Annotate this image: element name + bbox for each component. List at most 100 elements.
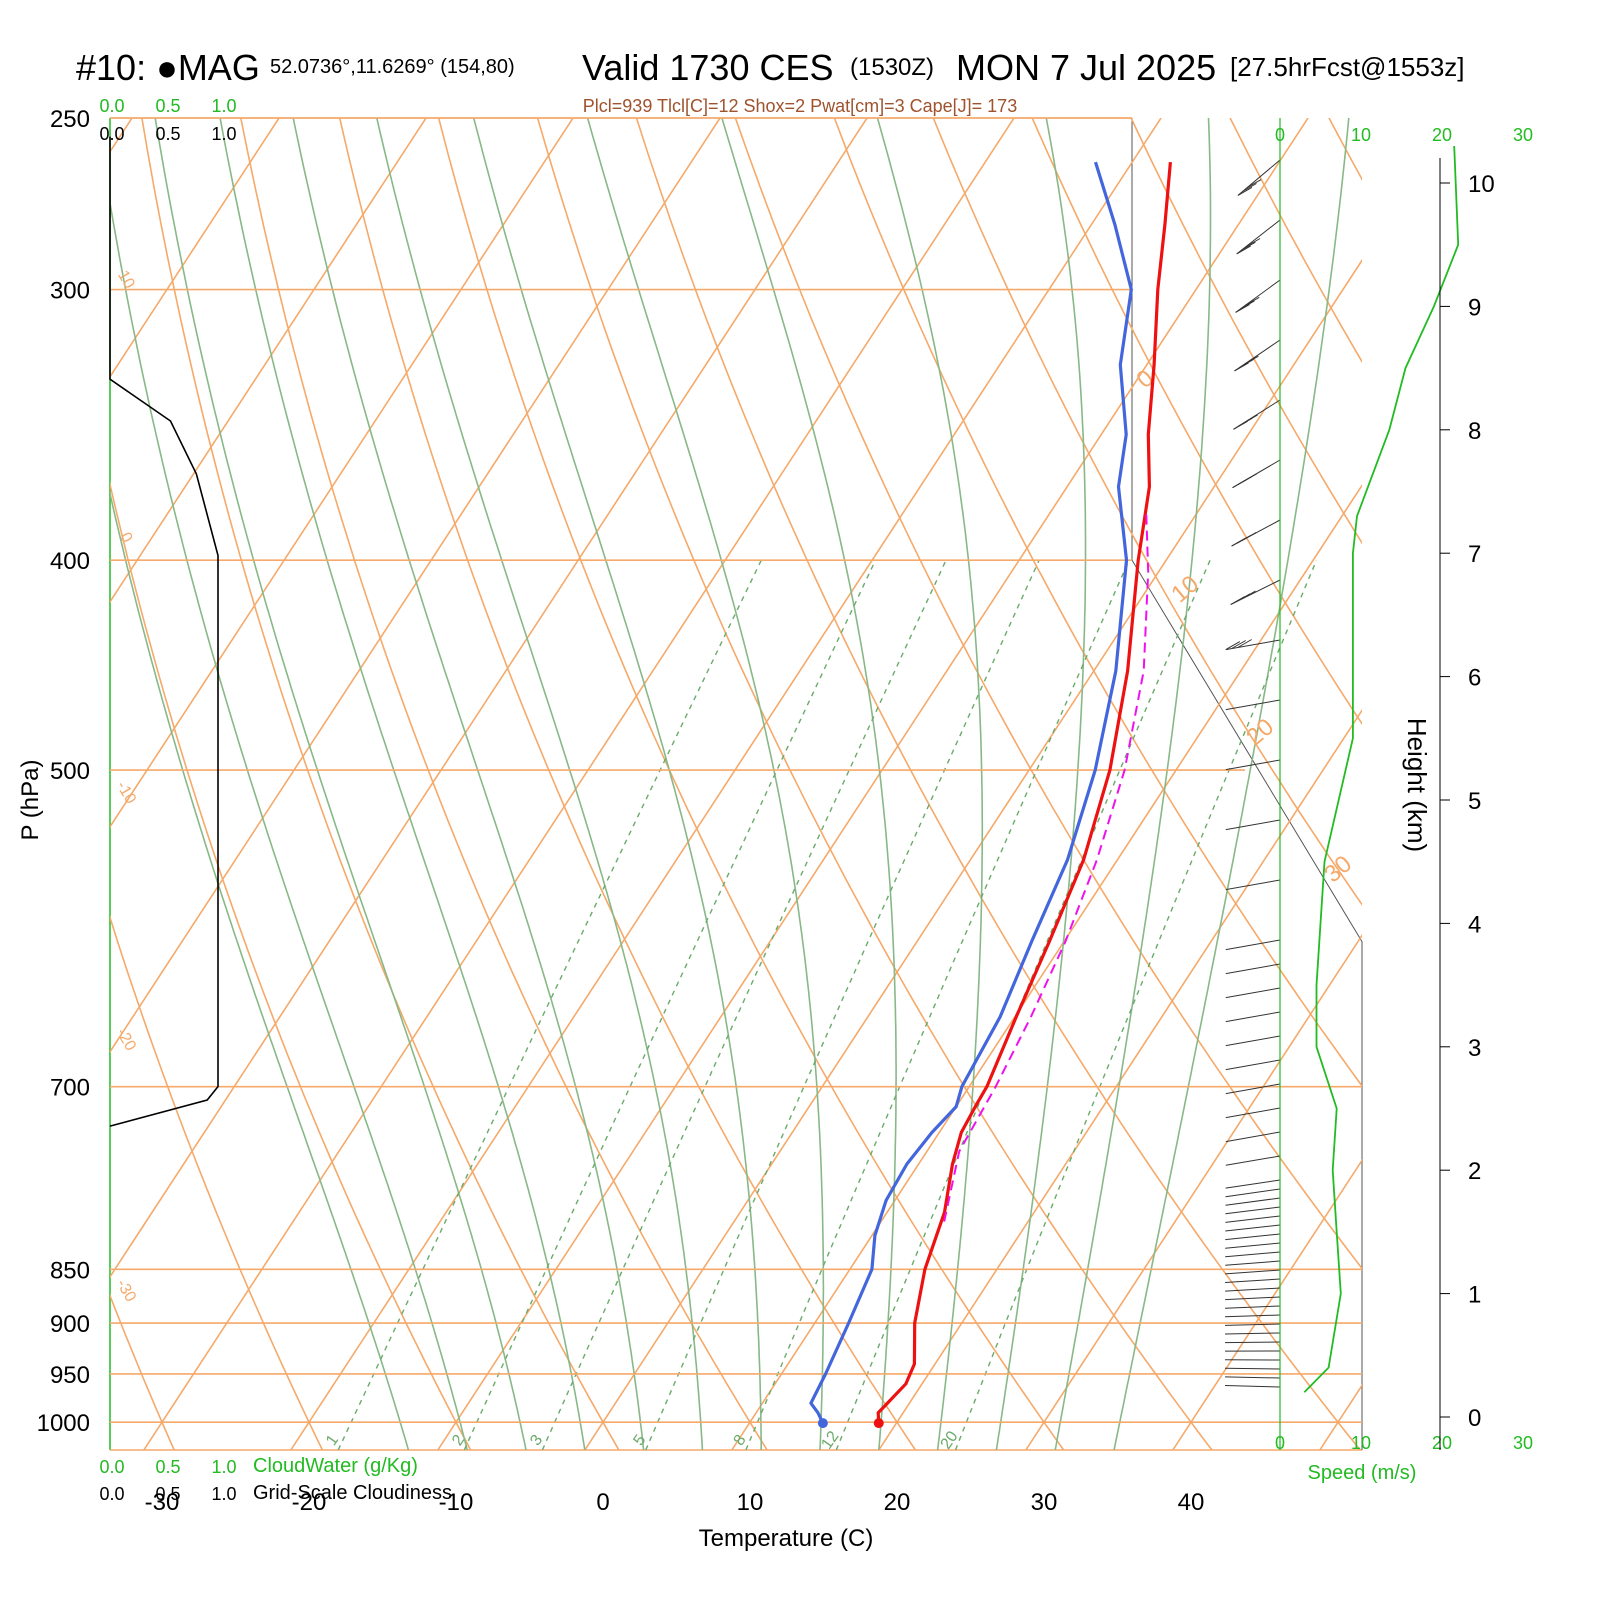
pressure-tick-label: 300 <box>50 278 90 305</box>
temperature-tick-label: -20 <box>292 1489 327 1516</box>
forecast-label: [27.5hrFcst@1553z] <box>1230 52 1465 82</box>
wind-barb-flag <box>1241 531 1257 541</box>
speed-tick-top: 0 <box>1275 125 1285 145</box>
wind-barb <box>1225 1215 1281 1223</box>
wind-barb <box>1225 1083 1281 1095</box>
wind-barb-flag <box>1240 300 1255 310</box>
moist-adiabat <box>721 118 897 1450</box>
isotherm-line <box>110 118 574 829</box>
wind-barb <box>1225 819 1281 831</box>
wind-barb <box>1225 1131 1281 1143</box>
isotherm-line <box>1467 118 1600 1450</box>
height-tick-label: 8 <box>1468 418 1481 445</box>
top-cloudiness-scale: 0.5 <box>155 124 180 144</box>
mixing-ratio-line <box>463 559 877 1450</box>
height-tick-label: 1 <box>1468 1282 1481 1309</box>
isotherm-line <box>110 118 721 1054</box>
isotherm-label-right: 20 <box>1241 713 1279 751</box>
surface-point-dewpoint <box>817 1418 828 1429</box>
wind-barb-flag <box>1242 473 1258 483</box>
frame-step <box>1131 559 1363 1450</box>
dry-adiabat <box>1031 118 1362 726</box>
wind-barb-flag <box>1237 639 1252 648</box>
mixing-ratio-line <box>835 559 1211 1450</box>
isotherms <box>110 118 1600 1450</box>
pressure-tick-label: 400 <box>50 548 90 575</box>
moist-adiabat <box>472 118 763 1450</box>
isotherm-label: -10 <box>113 778 139 807</box>
isotherm-line <box>1172 1158 1362 1450</box>
bottom-cloudwater-scale: 1.0 <box>211 1457 236 1477</box>
wind-barb <box>1225 1287 1281 1292</box>
wind-barb-flag <box>1245 296 1260 306</box>
temperature-tick-label: -30 <box>145 1489 180 1516</box>
wind-barb <box>1225 963 1281 975</box>
isotherm-label: 10 <box>114 268 138 292</box>
wind-barb-flag <box>1244 355 1259 365</box>
height-tick-label: 6 <box>1468 665 1481 692</box>
moist-adiabat <box>154 118 527 1450</box>
isotherm-line <box>110 118 280 379</box>
moist-adiabats <box>110 118 1350 1450</box>
wind-barb <box>1225 1233 1281 1241</box>
speed-tick-bottom: 10 <box>1351 1433 1371 1453</box>
zulu-label: (1530Z) <box>850 54 935 81</box>
wind-barb-flag <box>1241 590 1256 600</box>
wind-barb <box>1225 939 1281 951</box>
temperature-tick-label: 10 <box>737 1489 764 1516</box>
dry-adiabat <box>240 118 768 1450</box>
top-cloudwater-scale: 1.0 <box>211 96 236 116</box>
wind-barb <box>1225 1206 1281 1215</box>
temperature-tick-label: 20 <box>884 1489 911 1516</box>
wind-barb <box>1225 1278 1281 1283</box>
cloudiness-label: Grid-Scale Cloudiness <box>253 1482 452 1504</box>
height-tick-label: 5 <box>1468 788 1481 815</box>
cloudiness-profile <box>109 136 219 1127</box>
isotherm-line <box>878 708 1362 1450</box>
height-tick-label: 0 <box>1468 1405 1481 1432</box>
bottom-cloudiness-scale: 0.0 <box>99 1484 124 1504</box>
sounding-profiles <box>809 161 1172 1429</box>
axes-labels: -30 -20 -10 0 10 20 30 40 Temperature (C) P (hPa)… <box>17 96 1204 1552</box>
speed-tick-bottom: 20 <box>1432 1433 1452 1453</box>
temperature-tick-label: 30 <box>1031 1489 1058 1516</box>
pressure-tick-label: 250 <box>50 106 90 133</box>
wind-barb <box>1224 1305 1281 1309</box>
isotherm-line <box>584 258 1362 1450</box>
top-cloudiness-scale: 0.0 <box>99 124 124 144</box>
top-cloudwater-scale: 0.0 <box>99 96 124 116</box>
wind-barb <box>1225 1251 1281 1258</box>
top-cloudwater-scale: 0.5 <box>155 96 180 116</box>
isotherm-label: -20 <box>113 1025 139 1054</box>
temperature-tick-label: 0 <box>596 1489 609 1516</box>
wind-barb <box>1225 1059 1281 1071</box>
bottom-cloudwater-scale: 0.5 <box>155 1457 180 1477</box>
y-axis-title: P (hPa) <box>17 760 44 841</box>
cloudwater-label: CloudWater (g/Kg) <box>253 1455 418 1477</box>
dry-adiabat <box>338 118 917 1450</box>
moist-adiabat <box>292 118 645 1450</box>
mixing-ratio-line <box>745 559 1130 1450</box>
isotherm-line <box>110 118 868 1279</box>
valid-label: Valid 1730 CES <box>582 47 834 88</box>
height-tick-label: 4 <box>1468 911 1481 938</box>
wind-barb-flag <box>1237 186 1253 196</box>
wind-barb-flag <box>1225 641 1241 651</box>
isotherm-line <box>1025 933 1362 1450</box>
top-cloudiness-scale: 1.0 <box>211 124 236 144</box>
wind-barb <box>1224 1376 1281 1379</box>
pressure-tick-label: 700 <box>50 1075 90 1102</box>
date-label: MON 7 Jul 2025 <box>956 47 1217 88</box>
dry-adiabat <box>1527 118 1600 1450</box>
mixing-ratio-label: 20 <box>938 1428 962 1452</box>
wind-barbs <box>1224 158 1281 1410</box>
wind-barb <box>1224 1367 1281 1370</box>
mixing-ratio-line <box>337 559 762 1450</box>
isotherm-line <box>110 118 427 604</box>
wind-barb <box>1225 1179 1281 1189</box>
height-axis: 0 1 2 3 4 5 6 7 8 9 10 Height (km) <box>1402 158 1495 1450</box>
wind-barb <box>1225 1188 1281 1198</box>
speed-tick-top: 10 <box>1351 125 1371 145</box>
